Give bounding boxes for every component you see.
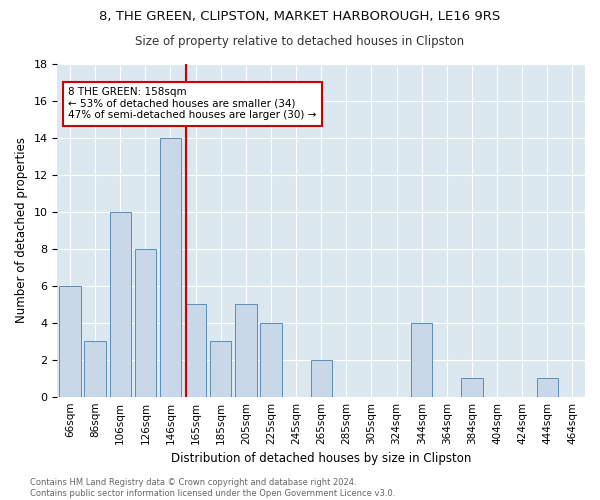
Bar — [160, 138, 181, 396]
Text: 8, THE GREEN, CLIPSTON, MARKET HARBOROUGH, LE16 9RS: 8, THE GREEN, CLIPSTON, MARKET HARBOROUG… — [100, 10, 500, 23]
Y-axis label: Number of detached properties: Number of detached properties — [15, 138, 28, 324]
Bar — [235, 304, 257, 396]
Bar — [85, 341, 106, 396]
Bar — [185, 304, 206, 396]
Text: 8 THE GREEN: 158sqm
← 53% of detached houses are smaller (34)
47% of semi-detach: 8 THE GREEN: 158sqm ← 53% of detached ho… — [68, 88, 316, 120]
Text: Size of property relative to detached houses in Clipston: Size of property relative to detached ho… — [136, 35, 464, 48]
Bar — [260, 323, 281, 396]
Bar — [110, 212, 131, 396]
Bar — [461, 378, 482, 396]
X-axis label: Distribution of detached houses by size in Clipston: Distribution of detached houses by size … — [171, 452, 472, 465]
Bar — [411, 323, 433, 396]
Bar — [59, 286, 80, 397]
Bar — [134, 249, 156, 396]
Bar — [311, 360, 332, 397]
Text: Contains HM Land Registry data © Crown copyright and database right 2024.
Contai: Contains HM Land Registry data © Crown c… — [30, 478, 395, 498]
Bar — [536, 378, 558, 396]
Bar — [210, 341, 232, 396]
